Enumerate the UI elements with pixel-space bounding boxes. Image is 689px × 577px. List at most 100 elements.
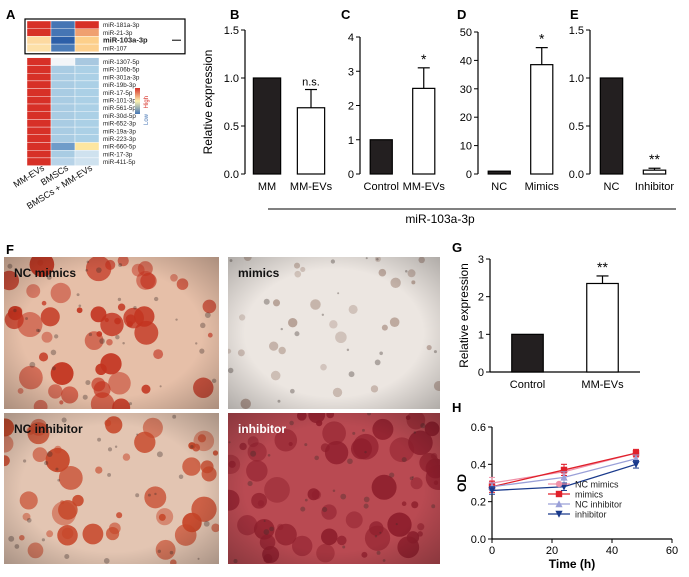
photo-label: mimics <box>238 266 280 280</box>
photo-panel: NC inhibitor <box>4 413 219 564</box>
heatmap-gene-label: miR-107 <box>103 45 127 52</box>
bar <box>599 77 624 175</box>
photo-label: inhibitor <box>238 422 286 436</box>
data-point <box>560 473 568 481</box>
heatmap-cell <box>50 103 76 112</box>
photo-vignette <box>4 413 219 564</box>
x-tick-label: MM-EVs <box>581 379 624 391</box>
photo-panel: inhibitor <box>228 413 440 564</box>
heatmap-cell <box>26 28 52 37</box>
heatmap-cell <box>74 28 100 37</box>
x-tick-label: Mimics <box>525 181 560 193</box>
heatmap-legend-low: Low <box>144 113 150 125</box>
y-tick-label: 3 <box>348 66 354 78</box>
photo-label: NC inhibitor <box>14 422 83 436</box>
heatmap-cell <box>50 96 76 105</box>
significance-label: ** <box>649 151 660 167</box>
heatmap-cell <box>50 65 76 74</box>
heatmap-gene-label: miR-301a-3p <box>103 74 140 81</box>
panel-letter-d: D <box>457 7 466 22</box>
bar <box>487 170 511 175</box>
heatmap-cell <box>26 57 52 66</box>
x-tick-label: 60 <box>666 545 678 557</box>
heatmap-gene-label: miR-30d-5p <box>103 113 136 120</box>
heatmap-cell <box>26 96 52 105</box>
y-tick-label: 0.4 <box>471 459 486 471</box>
chart-d: 0 10 20 30 40 50 NC Mimics * <box>460 27 560 193</box>
y-tick-label: 0 <box>348 169 354 181</box>
heatmap-cell <box>26 20 52 29</box>
heatmap-legend-bar <box>135 88 140 114</box>
heatmap-gene-label: miR-19a-3p <box>103 128 136 135</box>
data-point <box>555 510 563 518</box>
data-point <box>560 466 568 474</box>
significance-label: * <box>539 31 545 47</box>
heatmap-cell <box>50 126 76 135</box>
panel-letter-f: F <box>6 242 14 257</box>
heatmap-cell <box>50 111 76 120</box>
heatmap-cell <box>26 80 52 89</box>
heatmap-cell <box>26 126 52 135</box>
heatmap-cell <box>50 28 76 37</box>
heatmap-gene-label: miR-106b-5p <box>103 67 140 74</box>
y-tick-label: 50 <box>460 27 472 39</box>
x-tick-label: Inhibitor <box>635 181 674 193</box>
heatmap-cell <box>50 20 76 29</box>
bar <box>586 282 619 373</box>
heatmap-cell <box>74 36 100 45</box>
heatmap-cell <box>50 57 76 66</box>
bar <box>369 139 393 175</box>
heatmap-cell <box>74 157 100 166</box>
heatmap-cell <box>74 134 100 143</box>
data-point <box>632 461 640 469</box>
heatmap-cell <box>50 142 76 151</box>
heatmap-gene-label: miR-223-3p <box>103 136 136 143</box>
heatmap-cell <box>50 149 76 159</box>
chart-h: 0.0 0.2 0.4 0.6 0 20 40 60 Time (h) OD NC mimicsmi… <box>455 422 678 571</box>
x-tick-label: MM-EVs <box>290 181 333 193</box>
photo-vignette <box>228 257 440 409</box>
heatmap-cell <box>50 119 76 128</box>
significance-label: * <box>421 51 427 67</box>
photo-label: NC mimics <box>14 266 76 280</box>
heatmap-gene-label: miR-181a-3p <box>103 22 140 29</box>
heatmap-cell <box>74 57 100 66</box>
x-tick-label: MM <box>258 181 276 193</box>
data-point <box>632 449 640 457</box>
photo-vignette <box>228 413 440 564</box>
y-tick-label: 20 <box>460 112 472 124</box>
legend-label: inhibitor <box>575 510 607 520</box>
x-axis-title: Time (h) <box>549 557 595 571</box>
heatmap-cell <box>74 80 100 89</box>
y-axis-title: Relative expression <box>201 50 215 155</box>
heatmap-legend-high: High <box>144 96 150 108</box>
heatmap-gene-label: miR-101-3p <box>103 98 136 105</box>
x-tick-label: MM-EVs <box>403 181 446 193</box>
data-point <box>488 487 496 495</box>
y-tick-label: 0 <box>466 169 472 181</box>
y-tick-label: 0.0 <box>569 169 584 181</box>
data-point <box>555 490 563 498</box>
bar <box>642 169 667 175</box>
y-tick-label: 4 <box>348 32 354 44</box>
legend-label: NC mimics <box>575 480 619 490</box>
x-tick-label: 40 <box>606 545 618 557</box>
bar <box>511 333 544 373</box>
heatmap-gene-label: miR-17-5p <box>103 90 133 97</box>
heatmap-cell <box>50 88 76 97</box>
y-tick-label: 0.5 <box>569 121 584 133</box>
x-tick-label: 20 <box>546 545 558 557</box>
panel-letter-g: G <box>452 240 462 255</box>
x-tick-label: Control <box>510 379 545 391</box>
heatmap-cell <box>74 72 100 82</box>
heatmap-gene-label: miR-411-5p <box>103 159 136 166</box>
heatmap-cell <box>74 142 100 151</box>
chart-g: 0 1 2 3 Control MM-EVs ** Relative expression <box>457 254 640 391</box>
chart-c: 0 1 2 3 4 Control MM-EVs * <box>348 32 445 193</box>
data-point <box>555 500 563 508</box>
bar <box>252 77 282 175</box>
heatmap-cell <box>74 65 100 74</box>
y-tick-label: 1.0 <box>569 73 584 85</box>
heatmap-cell <box>26 88 52 97</box>
